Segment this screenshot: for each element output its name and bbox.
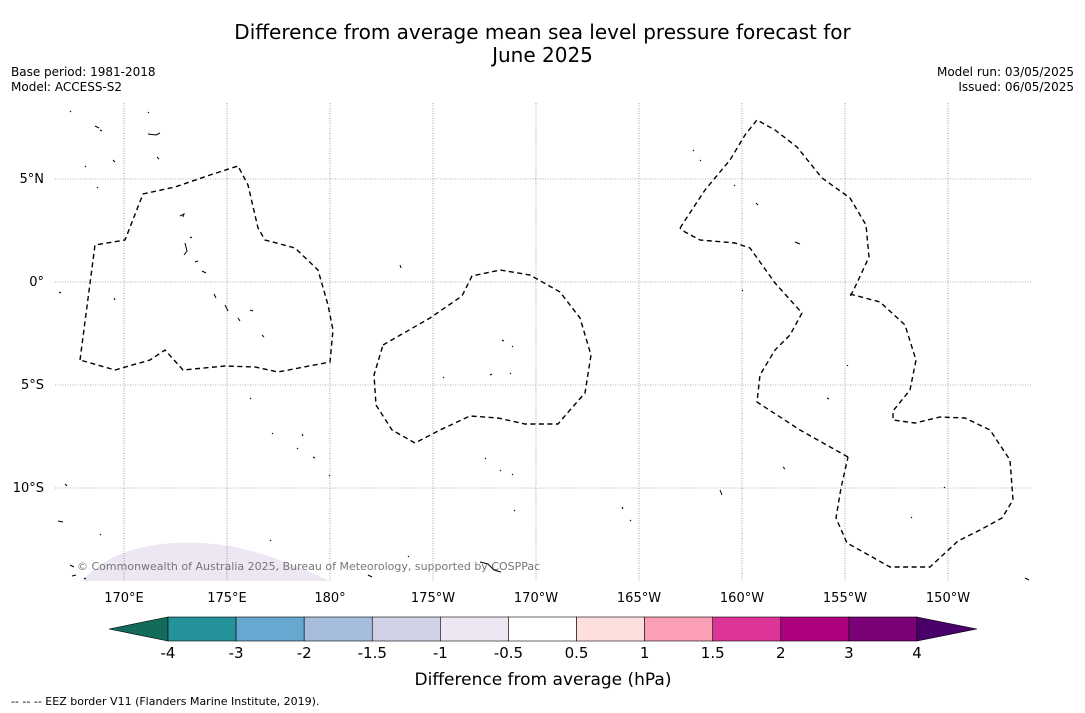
colorbar-tick-label: 4	[912, 644, 922, 662]
colorbar-bin	[235, 616, 305, 642]
eez-kiribati-gilbert	[79, 165, 334, 373]
colorbar-tick-label: -3	[229, 644, 244, 662]
base-period: Base period: 1981-2018	[11, 65, 156, 79]
colorbar-max-arrow	[916, 616, 978, 642]
colorbar-tick-label: -2	[297, 644, 312, 662]
lat-label: 0°	[29, 275, 44, 290]
colorbar-bin	[780, 616, 850, 642]
lon-label: 175°E	[207, 591, 247, 606]
islands	[57, 110, 1030, 581]
colorbar-label: Difference from average (hPa)	[415, 670, 672, 690]
colorbar-tick-label: -4	[161, 644, 176, 662]
title-line-1: Difference from average mean sea level p…	[234, 20, 851, 44]
lat-label: 10°S	[13, 481, 44, 496]
lon-label: 175°W	[411, 591, 455, 606]
lon-label: 170°W	[514, 591, 558, 606]
colorbar-tick-label: 2	[776, 644, 786, 662]
lat-label: 5°S	[21, 378, 44, 393]
lon-label: 160°W	[720, 591, 764, 606]
base-info: Base period: 1981-2018 Model: ACCESS-S2	[11, 65, 156, 95]
issued-date: Issued: 06/05/2025	[958, 80, 1074, 94]
model-name: Model: ACCESS-S2	[11, 80, 123, 94]
lat-label: 5°N	[20, 172, 45, 187]
colorbar-tick-label: -0.5	[494, 644, 523, 662]
eez-line-islands-south	[835, 293, 1014, 568]
colorbar-bin	[848, 616, 918, 642]
lon-labels: 170°E 175°E 180° 175°W 170°W 165°W 160°W…	[104, 591, 970, 606]
eez-phoenix	[373, 269, 592, 444]
colorbar-tick-label: 0.5	[565, 644, 589, 662]
colorbar-min-arrow	[108, 616, 169, 642]
colorbar-bin	[508, 616, 577, 642]
colorbar-tick-label: 1	[640, 644, 650, 662]
eez-line-islands-west	[679, 227, 849, 458]
eez-footnote: -- -- -- EEZ border V11 (Flanders Marine…	[11, 695, 320, 708]
graticule	[55, 103, 1031, 581]
lon-label: 165°W	[617, 591, 661, 606]
colorbar-bin	[712, 616, 782, 642]
colorbar-bins	[167, 616, 918, 642]
chart-title: Difference from average mean sea level p…	[0, 21, 1085, 67]
colorbar-ticks: -4 -3 -2 -1.5 -1 -0.5 0.5 1 1.5 2 3 4	[161, 644, 922, 662]
colorbar-tick-label: -1	[433, 644, 448, 662]
colorbar-bin	[440, 616, 509, 642]
title-line-2: June 2025	[492, 43, 593, 67]
lon-label: 150°W	[926, 591, 970, 606]
colorbar: -4 -3 -2 -1.5 -1 -0.5 0.5 1 1.5 2 3 4 Difference fr…	[108, 616, 978, 690]
lon-label: 170°E	[104, 591, 144, 606]
eez-borders	[79, 119, 1014, 568]
colorbar-bin	[576, 616, 645, 642]
colorbar-bin	[167, 616, 237, 642]
map-panel: © Commonwealth of Australia 2025, Bureau…	[55, 103, 1031, 581]
colorbar-bin	[644, 616, 714, 642]
colorbar-tick-label: -1.5	[358, 644, 387, 662]
colorbar-tick-label: 1.5	[701, 644, 725, 662]
eez-line-islands	[679, 119, 870, 298]
lon-label: 155°W	[823, 591, 867, 606]
lon-label: 180°	[314, 591, 345, 606]
copyright-notice: © Commonwealth of Australia 2025, Bureau…	[77, 560, 540, 573]
colorbar-bin	[371, 616, 441, 642]
colorbar-bin	[303, 616, 373, 642]
colorbar-tick-label: 3	[844, 644, 854, 662]
lat-labels: 5°N 0° 5°S 10°S	[13, 172, 44, 496]
anomaly-shading	[82, 542, 330, 581]
run-info: Model run: 03/05/2025 Issued: 06/05/2025	[937, 65, 1074, 95]
model-run: Model run: 03/05/2025	[936, 65, 1074, 79]
